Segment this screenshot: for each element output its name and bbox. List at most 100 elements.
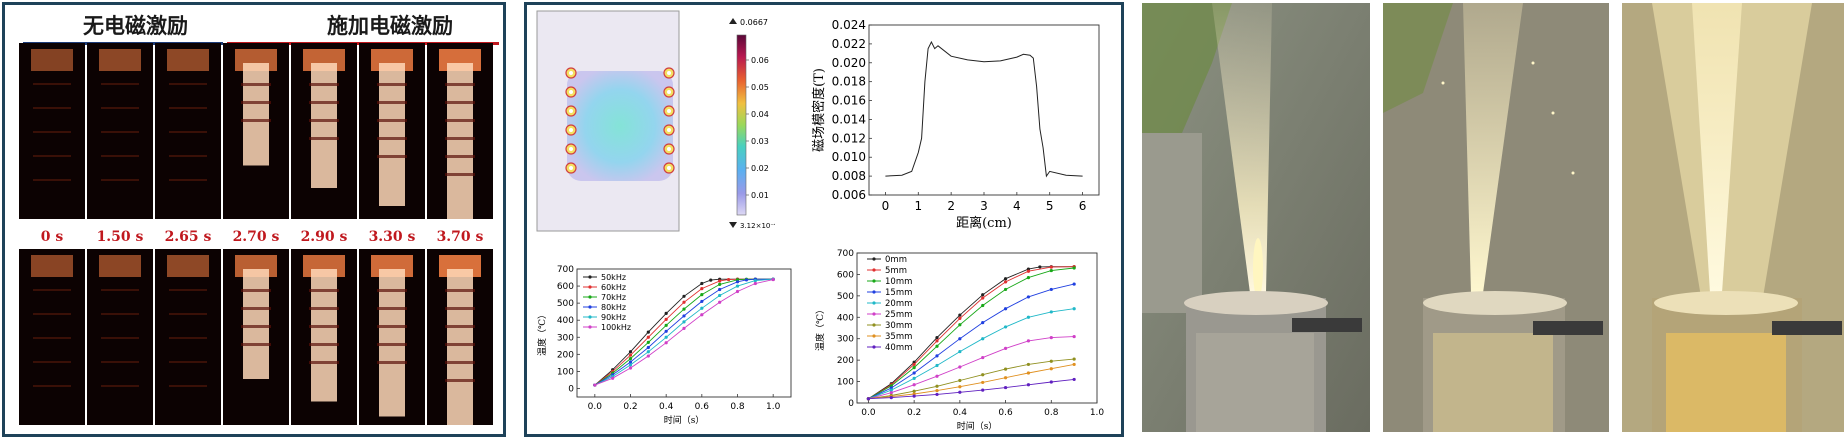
y-tick-label: 0.006 xyxy=(832,188,866,202)
coil-band xyxy=(309,137,339,140)
legend-marker xyxy=(872,279,876,283)
data-point xyxy=(1026,295,1031,299)
flame-image xyxy=(359,249,425,425)
flame-image xyxy=(223,249,289,425)
data-point xyxy=(718,287,722,292)
x-axis-label: 时间（s） xyxy=(957,420,998,432)
coil-section-center xyxy=(667,71,671,75)
time-label: 2.90 s xyxy=(300,229,348,245)
top-row-frame xyxy=(291,43,357,219)
coil-section-center xyxy=(569,109,573,113)
sparks xyxy=(1441,81,1445,85)
data-point xyxy=(935,384,939,388)
coil-band xyxy=(33,155,71,157)
y-tick-label: 0 xyxy=(848,399,854,409)
legend-label: 90kHz xyxy=(601,313,626,322)
flame-image xyxy=(19,43,85,219)
bottom-row-frame xyxy=(359,249,425,425)
data-point xyxy=(1026,371,1031,375)
coil-band xyxy=(33,107,71,109)
data-point xyxy=(664,329,668,333)
device-top-plate xyxy=(1654,291,1798,315)
series-line xyxy=(868,363,1075,400)
coil-band xyxy=(169,289,207,291)
data-point xyxy=(646,354,650,358)
data-point xyxy=(1003,385,1008,390)
flame-head xyxy=(167,49,209,71)
plot-frame xyxy=(856,252,1098,404)
coil-section-center xyxy=(569,128,573,132)
coil-band xyxy=(169,361,207,363)
coil-section-center xyxy=(667,90,671,94)
data-point xyxy=(682,307,686,311)
sparks xyxy=(1571,171,1575,175)
coil-band xyxy=(101,289,139,291)
legend-label: 10mm xyxy=(885,277,912,287)
data-point xyxy=(664,323,668,327)
coil-band xyxy=(377,119,407,122)
y-tick-label: 100 xyxy=(557,367,574,377)
data-point xyxy=(682,320,686,324)
flame-image xyxy=(155,249,221,425)
data-point xyxy=(1026,269,1031,273)
coil-band xyxy=(101,131,139,133)
legend-marker xyxy=(872,345,876,349)
frequency-heating-chart: 0.0 0.2 0.4 0.6 0.8 1.0 0 100 200 300 400 500 600 700… xyxy=(536,265,792,426)
data-point xyxy=(700,306,704,310)
coil-band xyxy=(309,289,339,292)
time-label: 2.70 s xyxy=(232,229,280,245)
contour-field-region xyxy=(567,71,673,181)
x-axis-label: 距离(cm) xyxy=(956,215,1012,231)
data-point xyxy=(1003,287,1008,292)
flame-column xyxy=(243,63,269,166)
legend-label: 0mm xyxy=(885,255,907,265)
legend-label: 20mm xyxy=(885,299,912,309)
coil-band xyxy=(445,379,475,382)
sensor-arm xyxy=(1292,318,1362,332)
coil-band xyxy=(445,137,475,140)
flame-column xyxy=(311,269,337,402)
y-tick-label: 0.014 xyxy=(832,112,866,126)
foliage xyxy=(1142,3,1232,153)
device-lower-cylinder xyxy=(1433,333,1553,432)
data-point xyxy=(1049,336,1053,340)
top-row-frame xyxy=(155,43,221,219)
y-tick-label: 0 xyxy=(568,384,574,394)
top-row-frame xyxy=(87,43,153,219)
data-point xyxy=(700,313,704,317)
legend-marker xyxy=(872,312,876,316)
flame-image xyxy=(427,43,493,219)
flame-head xyxy=(31,255,73,277)
device-top-plate xyxy=(1184,291,1328,315)
data-point xyxy=(1003,307,1008,311)
legend-label: 40mm xyxy=(885,343,912,353)
x-tick-label: 3 xyxy=(980,199,988,213)
legend-label: 100kHz xyxy=(601,323,631,332)
x-axis-label: 时间（s） xyxy=(664,414,705,426)
coil-band xyxy=(309,343,339,346)
y-tick-label: 0.012 xyxy=(832,131,866,145)
data-point xyxy=(912,366,916,370)
data-point xyxy=(628,360,633,364)
flame-image xyxy=(291,249,357,425)
time-label: 1.50 s xyxy=(96,229,144,245)
data-point xyxy=(935,344,939,348)
coil-band xyxy=(309,101,339,104)
data-point xyxy=(912,389,916,393)
data-point xyxy=(1072,282,1076,286)
colorbar-min-label: 3.12×10⁻⁴ xyxy=(740,222,775,230)
colorbar-max-label: 0.0667 xyxy=(740,18,768,27)
colorbar-tick-label: 0.02 xyxy=(751,164,769,173)
x-tick-label: 0.8 xyxy=(1044,408,1059,418)
coil-band xyxy=(445,307,475,310)
bottom-row-frame xyxy=(427,249,493,425)
data-point xyxy=(726,277,731,282)
coil-band xyxy=(445,289,475,292)
data-point xyxy=(981,296,985,300)
colorbar-tick-label: 0.05 xyxy=(751,83,769,92)
data-point xyxy=(958,390,962,394)
data-point xyxy=(958,365,962,369)
top-row-frame xyxy=(223,43,289,219)
data-point xyxy=(958,337,962,341)
field-contour-plot: 0.0667 3.12×10⁻⁴ 0.060.050.040.030.020.0… xyxy=(536,10,775,232)
